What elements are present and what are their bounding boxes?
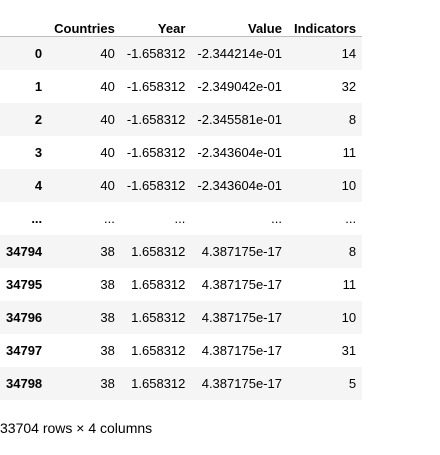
table-row: 0 40 -1.658312 -2.344214e-01 14 (0, 36, 363, 70)
row-index: 34797 (6, 342, 43, 358)
table-row: 3 40 -1.658312 -2.343604e-01 11 (0, 136, 362, 169)
column-header-countries: Countries (48, 0, 121, 37)
cell-countries: 38 (100, 375, 115, 391)
cell-year: -1.658312 (126, 144, 186, 160)
cell-countries: 40 (100, 111, 115, 127)
table-row-ellipsis: ... ... ... ... ... (0, 202, 362, 235)
cell-year: -1.658312 (126, 177, 186, 193)
cell-value: -2.343604e-01 (197, 177, 282, 193)
cell-indicators: 5 (348, 375, 357, 391)
cell-countries: 38 (100, 276, 115, 292)
cell-value: -2.345581e-01 (197, 111, 282, 127)
row-index: 1 (34, 78, 43, 94)
cell-value: 4.387175e-17 (201, 342, 282, 358)
cell-indicators: 14 (341, 45, 357, 61)
cell-indicators: 32 (341, 78, 357, 94)
cell-year: 1.658312 (131, 276, 186, 292)
dataframe-table: Countries Year Value Indicators 0 40 -1.… (0, 0, 363, 400)
table-row: 34798 38 1.658312 4.387175e-17 5 (0, 366, 363, 400)
cell-value: 4.387175e-17 (201, 375, 282, 391)
row-index: 34794 (6, 243, 43, 259)
cell-countries: 40 (100, 45, 115, 61)
cell-value: 4.387175e-17 (201, 276, 282, 292)
cell-value: ... (271, 210, 282, 226)
cell-indicators: 8 (348, 243, 357, 259)
index-header (0, 0, 49, 37)
table-row: 34794 38 1.658312 4.387175e-17 8 (0, 234, 363, 268)
cell-value: -2.349042e-01 (197, 78, 282, 94)
row-index: 2 (34, 111, 43, 127)
cell-countries: 38 (100, 243, 115, 259)
column-header-year: Year (120, 0, 192, 37)
cell-countries: 40 (100, 177, 115, 193)
cell-year: 1.658312 (131, 309, 186, 325)
table-row: 4 40 -1.658312 -2.343604e-01 10 (0, 168, 363, 202)
cell-countries: 38 (100, 342, 115, 358)
table-row: 2 40 -1.658312 -2.345581e-01 8 (0, 102, 363, 136)
cell-countries: 40 (100, 144, 115, 160)
cell-indicators: 11 (342, 276, 357, 292)
cell-year: -1.658312 (126, 45, 186, 61)
row-index: 4 (34, 177, 43, 193)
cell-year: -1.658312 (126, 78, 186, 94)
cell-value: 4.387175e-17 (201, 309, 282, 325)
cell-year: ... (174, 210, 186, 226)
cell-countries: 40 (100, 78, 115, 94)
cell-indicators: 10 (341, 309, 357, 325)
cell-indicators: 31 (341, 342, 357, 358)
cell-year: 1.658312 (131, 375, 186, 391)
cell-indicators: 11 (342, 144, 357, 160)
cell-value: -2.344214e-01 (197, 45, 282, 61)
row-index: 0 (34, 45, 43, 61)
dataframe-shape-caption: 33704 rows × 4 columns (0, 420, 153, 436)
row-index: ... (31, 210, 43, 226)
cell-value: -2.343604e-01 (197, 144, 282, 160)
row-index: 34796 (6, 309, 43, 325)
cell-indicators: 10 (341, 177, 357, 193)
row-index: 34798 (6, 375, 43, 391)
cell-countries: 38 (100, 309, 115, 325)
table-row: 34796 38 1.658312 4.387175e-17 10 (0, 300, 363, 334)
row-index: 34795 (6, 276, 43, 292)
table-row: 1 40 -1.658312 -2.349042e-01 32 (0, 70, 362, 103)
dataframe-output: Countries Year Value Indicators 0 40 -1.… (0, 0, 363, 400)
cell-value: 4.387175e-17 (201, 243, 282, 259)
cell-year: 1.658312 (131, 342, 186, 358)
header-row: Countries Year Value Indicators (0, 0, 363, 37)
cell-indicators: ... (345, 210, 357, 226)
row-index: 3 (34, 144, 43, 160)
column-header-value: Value (191, 0, 288, 37)
cell-countries: ... (103, 210, 115, 226)
cell-indicators: 8 (348, 111, 357, 127)
table-row: 34795 38 1.658312 4.387175e-17 11 (0, 268, 362, 301)
cell-year: -1.658312 (126, 111, 186, 127)
table-row: 34797 38 1.658312 4.387175e-17 31 (0, 334, 362, 367)
column-header-indicators: Indicators (287, 0, 363, 37)
cell-year: 1.658312 (131, 243, 186, 259)
